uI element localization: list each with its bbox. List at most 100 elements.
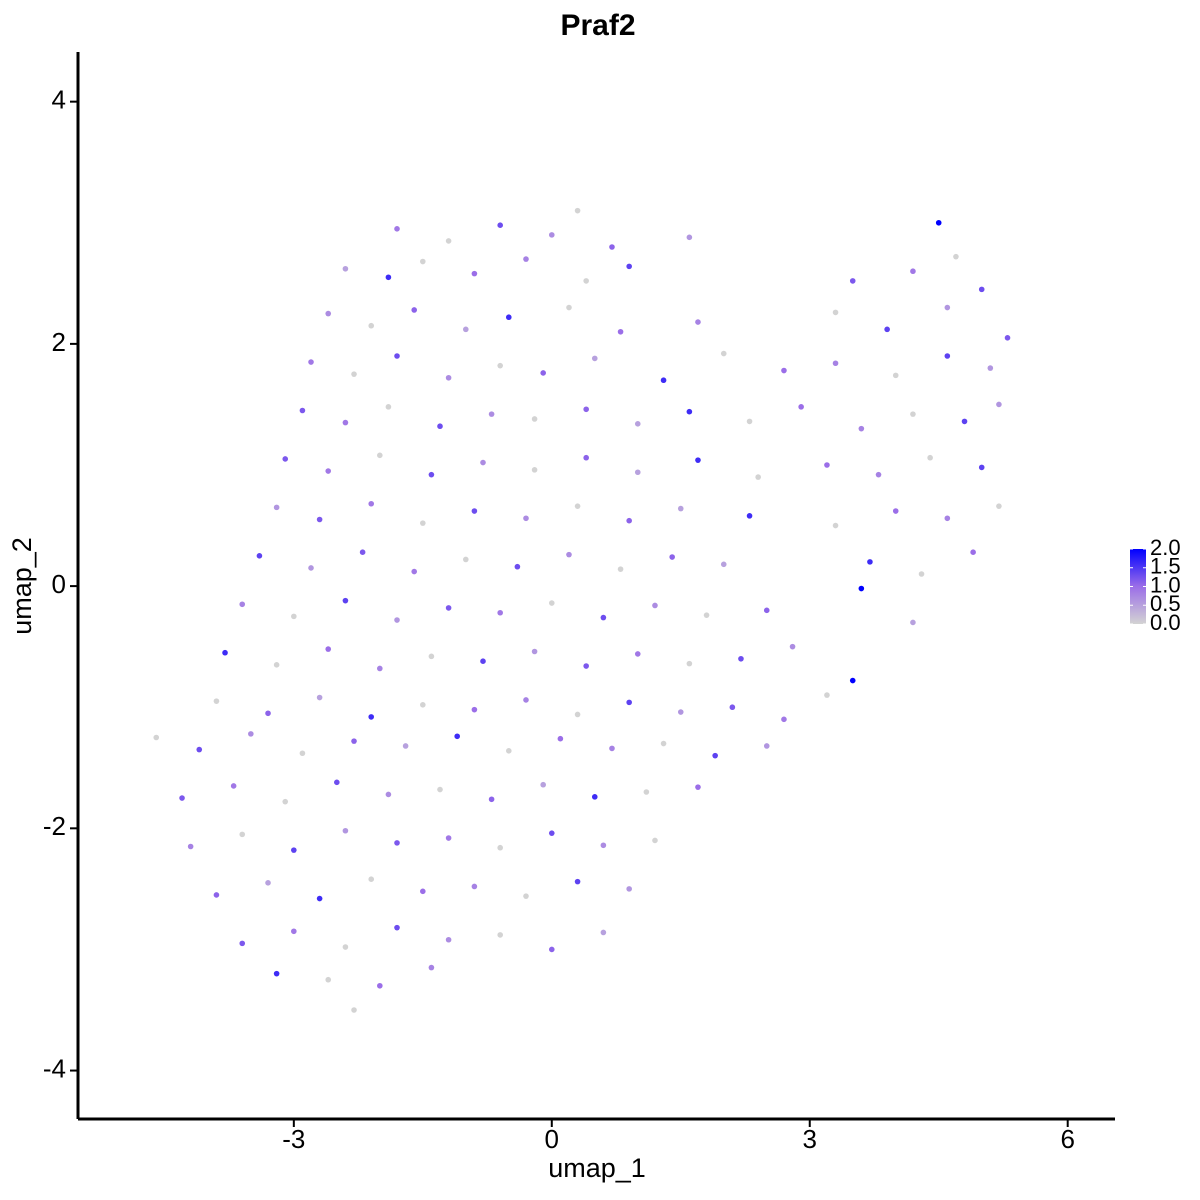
point [548, 232, 555, 238]
point [291, 928, 297, 935]
point [574, 711, 581, 718]
point [583, 663, 589, 669]
point [686, 660, 693, 667]
point [505, 314, 512, 321]
y-tick-label: -2 [43, 811, 66, 841]
point [531, 467, 538, 473]
point [849, 677, 856, 684]
y-tick-label: -4 [43, 1053, 66, 1083]
point [755, 474, 761, 480]
point [445, 936, 452, 943]
point [196, 746, 203, 753]
point [342, 827, 349, 834]
point [703, 612, 710, 618]
point [634, 651, 641, 657]
point [411, 568, 418, 575]
y-axis-label: umap_2 [7, 537, 37, 635]
point [626, 517, 632, 524]
point [591, 355, 598, 362]
point [471, 508, 478, 514]
point [548, 830, 555, 836]
point [420, 701, 426, 708]
point [394, 617, 400, 623]
point [265, 880, 271, 886]
point [858, 585, 865, 592]
point [239, 831, 246, 838]
point [497, 932, 503, 938]
point [953, 253, 959, 260]
point [643, 789, 650, 795]
point [187, 843, 194, 850]
point [299, 750, 306, 757]
point [781, 716, 787, 723]
point [720, 561, 727, 568]
point [325, 468, 332, 474]
point [342, 265, 349, 272]
point [652, 837, 658, 844]
point [471, 706, 478, 713]
point [445, 605, 452, 611]
chart-title: Praf2 [560, 9, 635, 42]
point [600, 614, 607, 621]
point [910, 411, 916, 417]
point [325, 646, 332, 652]
point [634, 469, 641, 476]
point [884, 326, 890, 333]
point [677, 709, 684, 715]
point [368, 876, 375, 882]
point [970, 549, 976, 555]
point [566, 551, 572, 558]
point [239, 940, 246, 947]
point [824, 462, 830, 468]
point [325, 310, 332, 317]
point [428, 471, 435, 478]
point [385, 274, 392, 281]
point [299, 407, 306, 414]
point [445, 835, 452, 841]
point [746, 513, 753, 519]
point [230, 783, 237, 789]
point [351, 1007, 357, 1013]
point [935, 219, 942, 226]
point [583, 454, 589, 461]
point [377, 982, 383, 989]
point [497, 609, 503, 616]
point [377, 452, 383, 459]
point [548, 600, 555, 606]
point [428, 653, 435, 660]
point [308, 359, 314, 365]
y-tick-label: 4 [52, 85, 66, 115]
point [832, 360, 839, 367]
point [987, 365, 994, 371]
point [695, 457, 701, 463]
point [540, 781, 546, 788]
point [394, 840, 400, 846]
point [875, 471, 882, 478]
point [746, 418, 753, 425]
point [832, 309, 839, 316]
point [463, 326, 469, 333]
point [325, 976, 332, 983]
point [351, 371, 357, 377]
color-tick-label: 1.0 [1150, 572, 1181, 597]
point [712, 752, 718, 759]
point [858, 425, 865, 432]
point [480, 658, 486, 664]
point [617, 566, 624, 572]
point [359, 549, 366, 555]
point [677, 505, 684, 512]
color-tick-label: 2.0 [1150, 535, 1181, 560]
x-tick-label: -3 [282, 1124, 305, 1154]
point [652, 602, 658, 609]
color-bar [1130, 549, 1146, 624]
point [179, 795, 185, 801]
point [471, 883, 478, 890]
point [927, 454, 933, 461]
point [222, 649, 228, 656]
point [996, 401, 1002, 408]
point [471, 270, 478, 277]
point [428, 964, 435, 971]
point [437, 786, 443, 793]
point [273, 504, 280, 511]
point [892, 508, 899, 514]
